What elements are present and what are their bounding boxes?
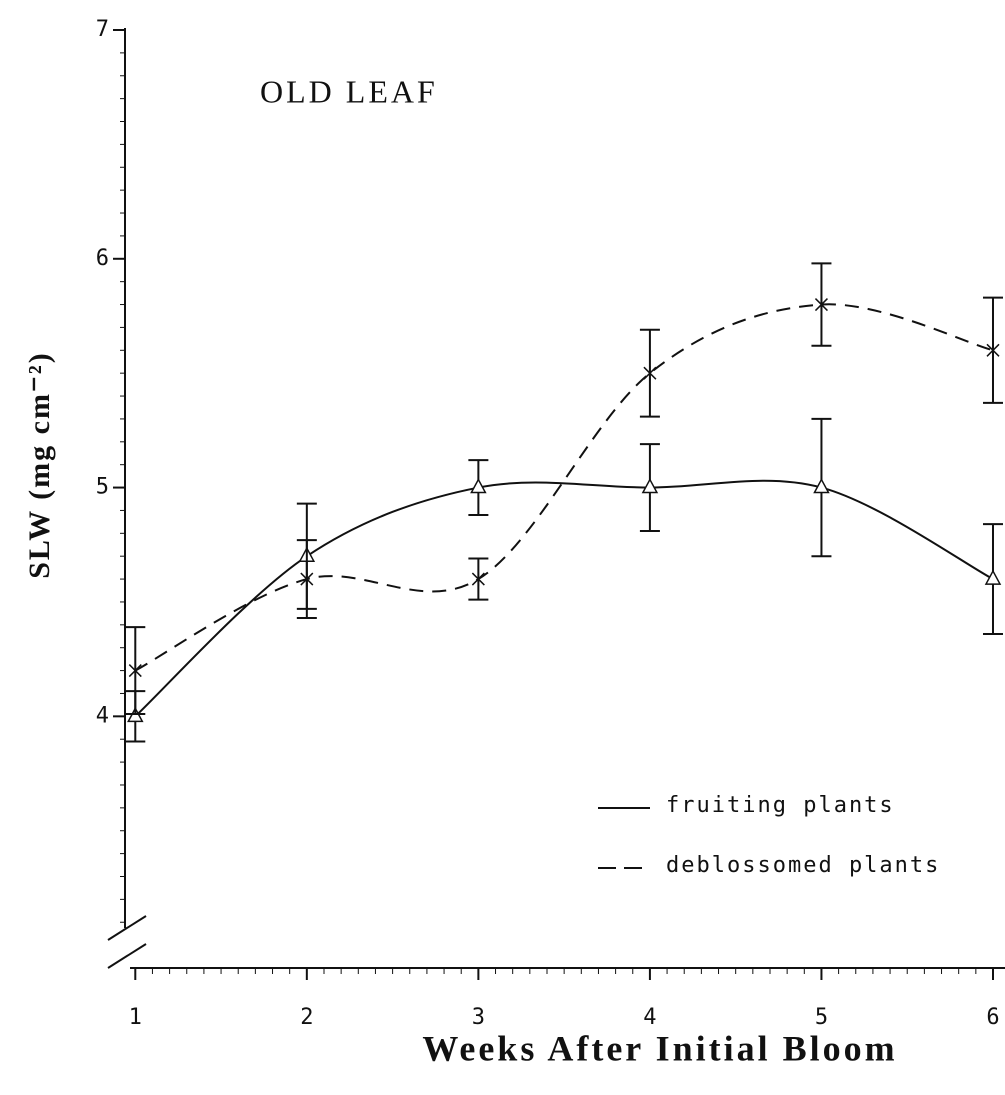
y-axis-label: SLW (mg cm⁻²)	[23, 351, 56, 579]
marker	[471, 572, 485, 587]
x-tick-label: 6	[986, 1005, 999, 1030]
x-tick-label: 5	[815, 1005, 828, 1030]
chart-title: OLD LEAF	[260, 73, 438, 109]
marker	[986, 343, 1000, 358]
marker	[641, 477, 659, 494]
series-line	[134, 479, 994, 718]
y-tick-label: 7	[96, 17, 109, 42]
x-tick-label: 4	[643, 1005, 656, 1030]
marker	[813, 477, 830, 494]
legend-label: deblossomed plants	[666, 853, 940, 878]
legend-label: fruiting plants	[666, 793, 895, 818]
marker	[470, 477, 487, 494]
marker	[643, 366, 657, 381]
x-axis-label: Weeks After Initial Bloom	[422, 1028, 897, 1068]
y-tick-label: 6	[96, 246, 109, 271]
x-tick-label: 2	[300, 1005, 313, 1030]
y-tick-label: 5	[96, 475, 109, 500]
marker	[300, 572, 314, 587]
x-tick-label: 3	[472, 1005, 485, 1030]
series-line	[134, 303, 994, 672]
x-tick-label: 1	[129, 1005, 142, 1030]
marker	[984, 569, 1002, 585]
marker	[128, 663, 142, 678]
y-tick-label: 4	[96, 703, 109, 728]
axis-break	[107, 915, 147, 969]
marker	[814, 297, 828, 312]
